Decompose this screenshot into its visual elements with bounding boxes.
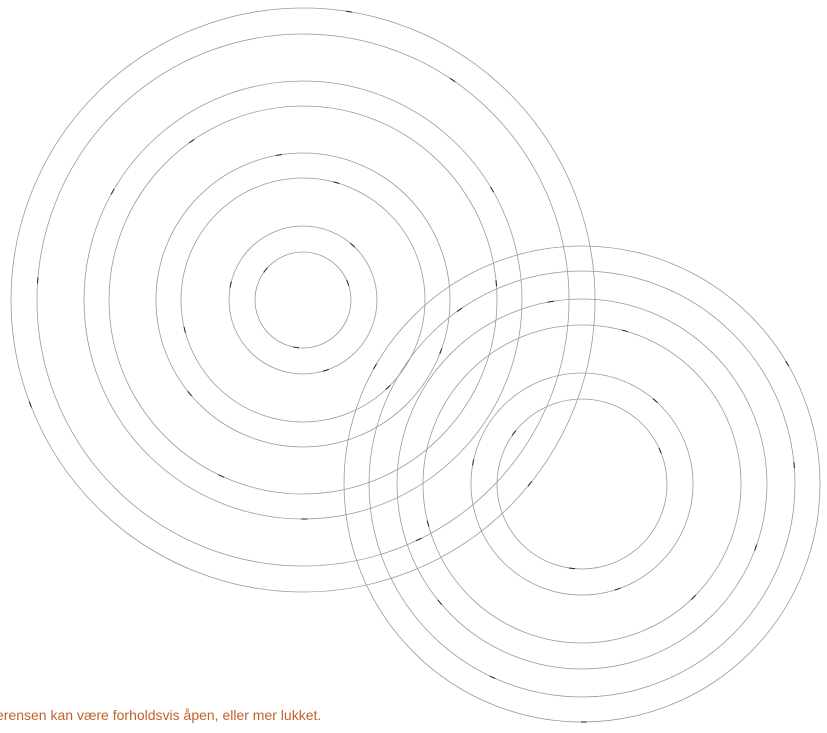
- left-ring-6-accent: [83, 80, 523, 520]
- left-ring-8: [10, 7, 596, 593]
- right-ring-3: [422, 324, 742, 644]
- left-ring-5-accent: [108, 105, 498, 495]
- left-ring-1: [254, 251, 352, 349]
- right-ring-5: [368, 270, 796, 698]
- left-ring-8-accent: [10, 7, 596, 593]
- right-ring-1: [496, 398, 668, 570]
- left-ring-4-accent: [155, 152, 451, 448]
- right-ring-2: [470, 372, 694, 596]
- right-ring-4-accent: [396, 298, 768, 670]
- left-ring-7: [36, 33, 570, 567]
- right-ring-4: [396, 298, 768, 670]
- left-ring-3-accent: [180, 177, 426, 423]
- left-ring-3: [180, 177, 426, 423]
- left-ring-2: [228, 225, 378, 375]
- right-ring-6-accent: [343, 245, 821, 723]
- left-ring-6: [83, 80, 523, 520]
- left-ring-4: [155, 152, 451, 448]
- caption-text: erensen kan være forholdsvis åpen, eller…: [0, 707, 322, 723]
- left-ring-1-accent: [254, 251, 352, 349]
- right-ring-group: [343, 245, 821, 723]
- right-ring-6: [343, 245, 821, 723]
- right-ring-1-accent: [496, 398, 668, 570]
- left-ring-7-accent: [36, 33, 570, 567]
- left-ring-5: [108, 105, 498, 495]
- right-ring-5-accent: [368, 270, 796, 698]
- left-ring-2-accent: [228, 225, 378, 375]
- left-ring-group: [10, 7, 596, 593]
- right-ring-2-accent: [470, 372, 694, 596]
